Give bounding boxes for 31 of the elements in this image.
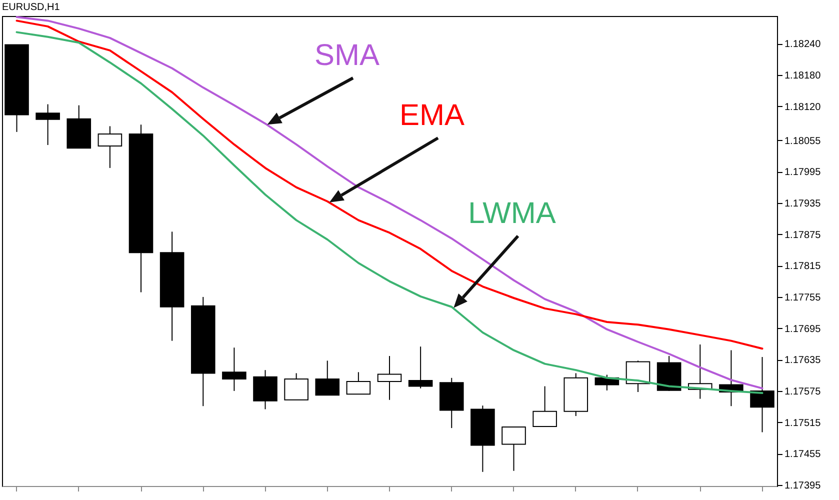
candlestick bbox=[36, 104, 60, 146]
text: EMA bbox=[399, 99, 465, 132]
y-tick-label: 1.18055 bbox=[784, 136, 822, 147]
candlestick bbox=[315, 360, 340, 396]
y-tick-label: 1.18240 bbox=[784, 39, 822, 50]
candlestick bbox=[222, 347, 246, 392]
candlestick bbox=[626, 360, 650, 392]
candlestick bbox=[750, 356, 774, 433]
candlestick bbox=[532, 386, 557, 428]
y-tick-label: 1.17395 bbox=[784, 480, 822, 492]
y-tick-label: 1.17815 bbox=[784, 261, 822, 272]
chart-title: EURUSD,H1 bbox=[2, 2, 60, 13]
y-tick-label: 1.17635 bbox=[784, 355, 822, 366]
y-tick-label: 1.18120 bbox=[784, 102, 822, 113]
candlestick bbox=[377, 355, 402, 400]
y-tick-label: 1.18180 bbox=[784, 70, 822, 82]
y-tick-label: 1.17755 bbox=[784, 292, 822, 304]
y-tick-label: 1.17575 bbox=[784, 386, 822, 398]
y-tick-label: 1.17515 bbox=[784, 418, 822, 429]
candlestick bbox=[408, 346, 433, 389]
candlestick bbox=[284, 372, 308, 400]
candlestick bbox=[346, 372, 371, 395]
y-tick-label: 1.17875 bbox=[784, 230, 822, 241]
text: LWMA bbox=[468, 197, 556, 230]
y-tick-label: 1.17695 bbox=[784, 324, 822, 335]
candlestick bbox=[502, 426, 526, 472]
y-tick-label: 1.17935 bbox=[784, 198, 822, 210]
y-tick-label: 1.17995 bbox=[784, 167, 822, 178]
candlestick bbox=[98, 126, 122, 168]
y-tick-label: 1.17455 bbox=[784, 449, 822, 460]
text: SMA bbox=[314, 39, 380, 72]
